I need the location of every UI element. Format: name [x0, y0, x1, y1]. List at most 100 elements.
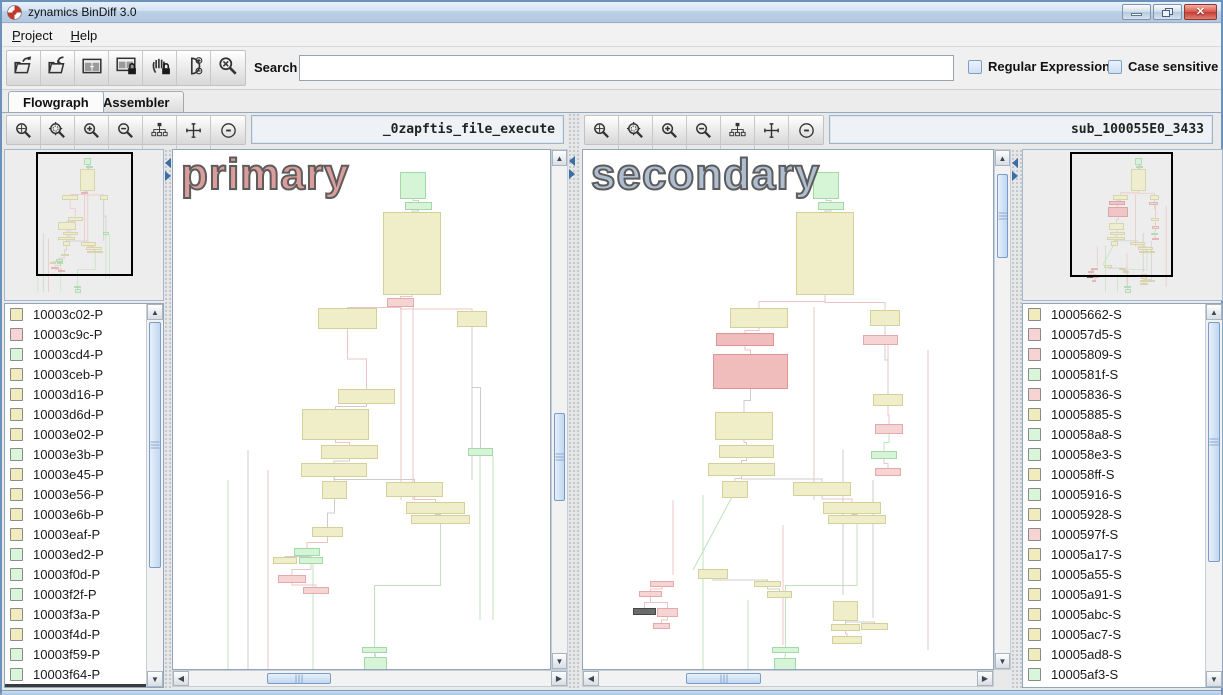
tab-flowgraph[interactable]: Flowgraph [8, 91, 104, 112]
primary-sidebar-splitter[interactable] [164, 149, 172, 688]
basic-block-node[interactable] [832, 636, 862, 644]
basic-block-node[interactable] [405, 202, 432, 210]
case-sensitive-checkbox[interactable] [1108, 59, 1122, 74]
function-list-item[interactable]: 10003e6b-P [5, 504, 163, 524]
clear-search-button[interactable] [211, 51, 245, 85]
basic-block-node[interactable] [873, 394, 903, 406]
primary-minimap-viewport[interactable] [36, 152, 133, 276]
function-list-item[interactable]: 10005885-S [1023, 404, 1222, 424]
basic-block-node[interactable] [767, 591, 792, 598]
scroll-down-icon[interactable]: ▼ [147, 671, 163, 687]
search-input[interactable] [299, 55, 954, 81]
function-list-item[interactable] [1023, 684, 1222, 687]
import-diff-button[interactable] [41, 51, 75, 85]
function-list-item[interactable]: 10003e56-P [5, 484, 163, 504]
function-list-item[interactable]: 100058a8-S [1023, 424, 1222, 444]
basic-block-node[interactable] [411, 515, 470, 524]
basic-block-node[interactable] [299, 557, 323, 564]
basic-block-node[interactable] [400, 172, 426, 199]
basic-block-node[interactable] [719, 445, 774, 458]
function-list-item[interactable]: 10005a17-S [1023, 544, 1222, 564]
basic-block-node[interactable] [796, 212, 854, 295]
zoom-selection-button[interactable] [619, 116, 653, 150]
basic-block-node[interactable] [387, 298, 414, 307]
basic-block-node[interactable] [774, 658, 796, 669]
basic-block-node[interactable] [362, 647, 387, 653]
secondary-hscroll-thumb[interactable] [686, 673, 761, 684]
scroll-right-icon[interactable]: ▶ [551, 671, 567, 686]
basic-block-node[interactable] [713, 354, 788, 389]
function-list-item[interactable]: 10003d16-P [5, 384, 163, 404]
function-list-item[interactable]: 10003c9c-P [5, 324, 163, 344]
basic-block-node[interactable] [657, 608, 678, 617]
function-list-item[interactable]: 10005abc-S [1023, 604, 1222, 624]
fit-content-button[interactable] [177, 116, 211, 150]
secondary-vscroll-thumb[interactable] [997, 174, 1008, 258]
basic-block-node[interactable] [633, 608, 656, 615]
function-list-item[interactable]: 10003e45-P [5, 464, 163, 484]
secondary-list-scroll-thumb[interactable] [1208, 322, 1220, 562]
zoom-fit-button[interactable] [585, 116, 619, 150]
scroll-down-icon[interactable]: ▼ [1206, 671, 1222, 687]
basic-block-node[interactable] [278, 575, 306, 583]
function-list-item[interactable]: 10003f3a-P [5, 604, 163, 624]
basic-block-node[interactable] [772, 647, 799, 653]
basic-block-node[interactable] [653, 623, 670, 629]
scroll-left-icon[interactable]: ◀ [173, 671, 189, 686]
open-diff-button[interactable] [7, 51, 41, 85]
basic-block-node[interactable] [716, 333, 774, 346]
function-list-item[interactable]: 10003c02-P [5, 304, 163, 324]
collapse-right-icon[interactable] [165, 171, 171, 181]
function-list-item[interactable]: 10005916-S [1023, 484, 1222, 504]
function-list-item[interactable]: 10003ed2-P [5, 544, 163, 564]
proximity-browsing-button[interactable] [177, 51, 211, 85]
function-list-item[interactable]: 100058e3-S [1023, 444, 1222, 464]
function-list-item[interactable]: 100057d5-S [1023, 324, 1222, 344]
menu-item-project[interactable]: Project [12, 27, 53, 43]
zoom-in-button[interactable] [75, 116, 109, 150]
function-list-item[interactable]: 10005ad8-S [1023, 644, 1222, 664]
function-list-item[interactable]: 10005af3-S [1023, 664, 1222, 684]
collapse-left-icon[interactable] [1012, 158, 1018, 168]
basic-block-node[interactable] [650, 581, 674, 587]
primary-hscroll-thumb[interactable] [267, 673, 331, 684]
titlebar[interactable]: zynamics BinDiff 3.0 ✕ [2, 2, 1221, 23]
hierarchy-layout-button[interactable] [143, 116, 177, 150]
basic-block-node[interactable] [457, 311, 487, 327]
close-button[interactable]: ✕ [1184, 4, 1217, 20]
basic-block-node[interactable] [875, 468, 901, 476]
center-splitter[interactable] [568, 113, 580, 688]
collapse-right-icon[interactable] [569, 169, 575, 179]
basic-block-node[interactable] [639, 591, 662, 597]
secondary-hscrollbar[interactable]: ◀ ▶ [582, 670, 994, 687]
function-list-item[interactable]: 10005809-S [1023, 344, 1222, 364]
collapse-right-icon[interactable] [1012, 171, 1018, 181]
collapse-left-icon[interactable] [569, 156, 575, 166]
scroll-up-icon[interactable]: ▲ [995, 150, 1010, 166]
scroll-up-icon[interactable]: ▲ [552, 150, 567, 166]
basic-block-node[interactable] [722, 481, 748, 498]
function-list-item[interactable]: 10003ceb-P [5, 364, 163, 384]
basic-block-node[interactable] [318, 308, 377, 329]
primary-list-scroll-thumb[interactable] [149, 322, 161, 568]
primary-vscrollbar[interactable]: ▲ ▼ [551, 149, 568, 670]
basic-block-node[interactable] [383, 212, 441, 295]
basic-block-node[interactable] [823, 502, 881, 514]
proximity-toggle-button[interactable] [789, 116, 823, 150]
regex-checkbox[interactable] [968, 59, 982, 74]
scroll-right-icon[interactable]: ▶ [977, 671, 993, 686]
basic-block-node[interactable] [871, 451, 897, 459]
function-list-item[interactable]: 10003cd4-P [5, 344, 163, 364]
function-list-item[interactable]: 1000597f-S [1023, 524, 1222, 544]
primary-minimap[interactable] [4, 149, 164, 301]
secondary-minimap[interactable] [1022, 149, 1223, 301]
function-list-item[interactable]: 10003e02-P [5, 424, 163, 444]
case-sensitive-checkbox-label[interactable]: Case sensitive [1128, 59, 1219, 74]
basic-block-node[interactable] [468, 448, 493, 456]
basic-block-node[interactable] [730, 308, 788, 328]
function-list-item[interactable]: 10003f59-P [5, 644, 163, 664]
function-list-item[interactable]: 10003eaf-P [5, 524, 163, 544]
secondary-graph-canvas[interactable]: secondary [582, 149, 994, 670]
basic-block-node[interactable] [301, 463, 367, 477]
basic-block-node[interactable] [813, 172, 839, 199]
